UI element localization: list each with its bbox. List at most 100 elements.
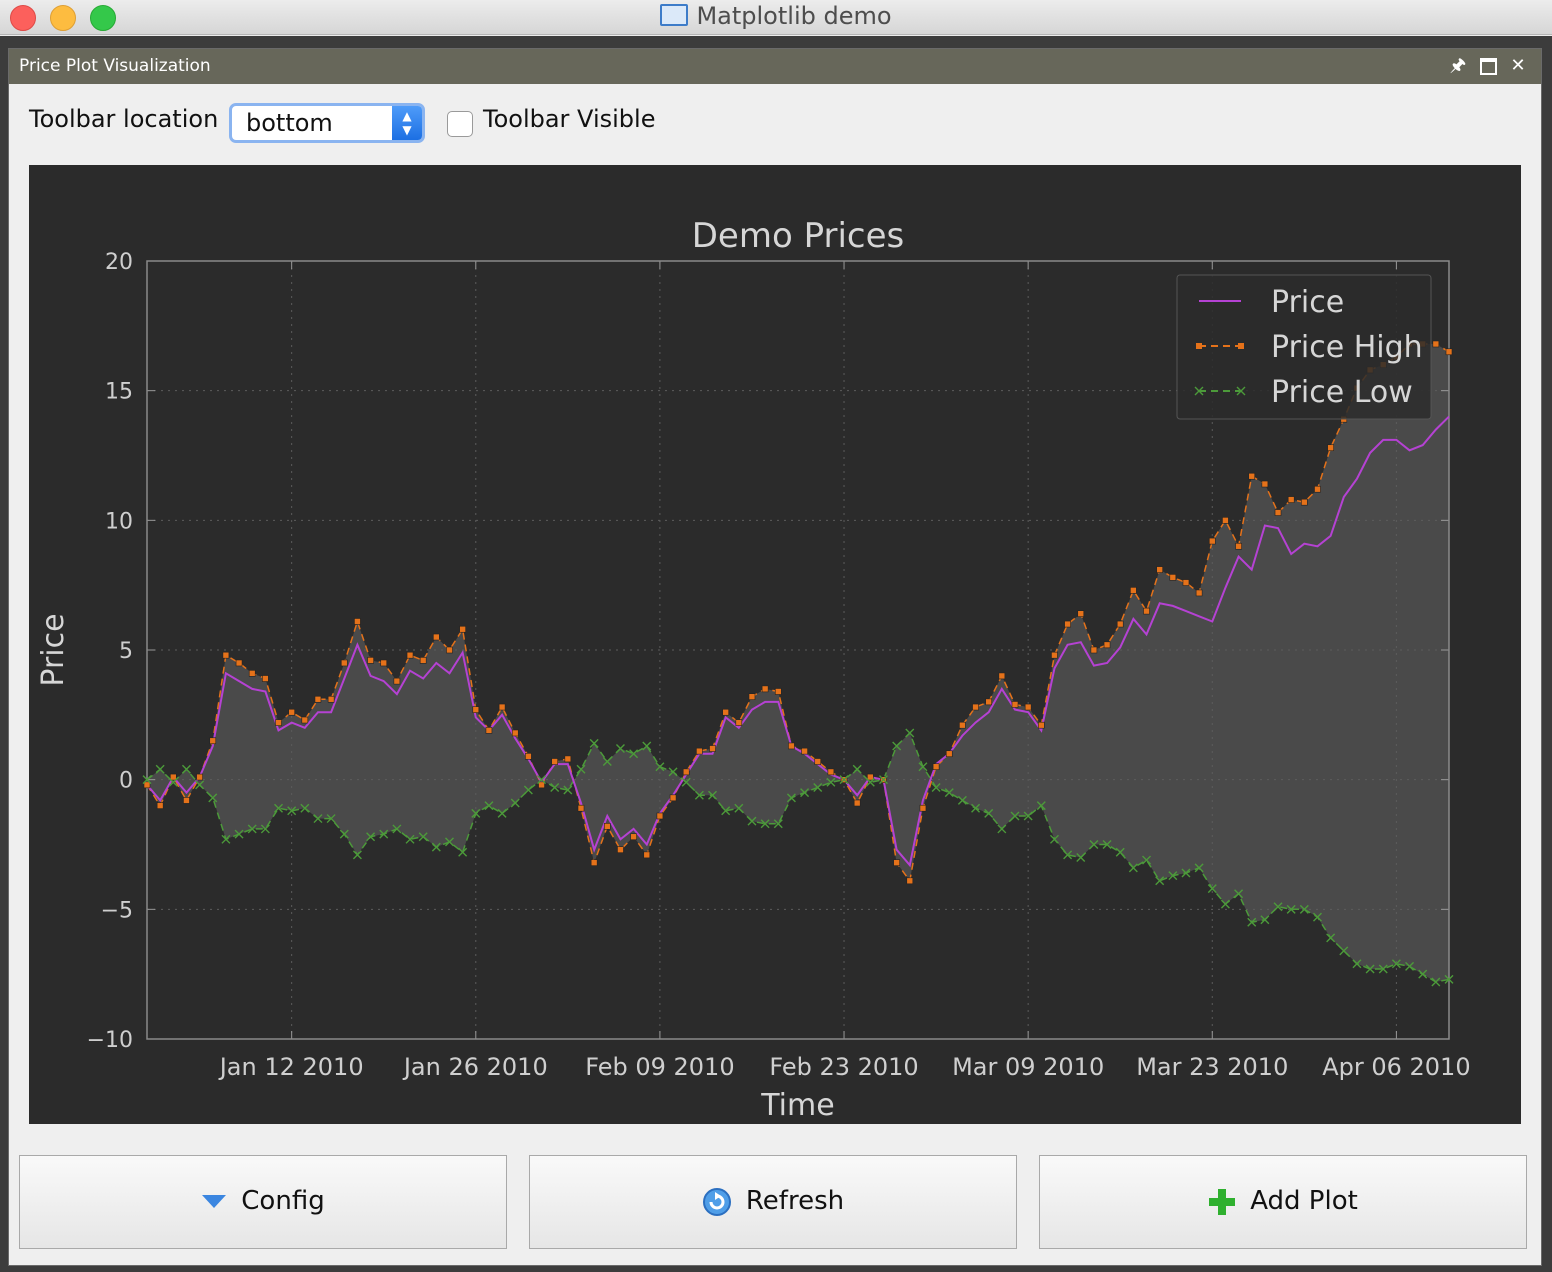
price-high-point <box>248 670 256 677</box>
minimize-window-button[interactable] <box>50 5 76 31</box>
y-tick-label: 5 <box>119 639 133 664</box>
legend-marker <box>1236 386 1246 396</box>
price-high-point <box>1445 348 1453 356</box>
price-low-point <box>694 790 704 800</box>
y-tick-label: −5 <box>101 898 133 923</box>
x-tick-label: Mar 09 2010 <box>952 1053 1104 1081</box>
price-low-point <box>615 744 625 754</box>
price-low-point <box>1378 964 1388 974</box>
price-low-point <box>1010 811 1020 821</box>
price-high-point <box>1287 496 1295 503</box>
price-high-point <box>380 659 388 667</box>
price-high-point <box>511 729 519 737</box>
price-low-point <box>1036 801 1046 811</box>
price-low-point <box>497 808 507 818</box>
float-dock-button[interactable] <box>1475 53 1501 79</box>
price-high-point <box>1143 607 1150 615</box>
window-titlebar: Matplotlib demo <box>0 0 1552 35</box>
price-high-point <box>853 799 861 807</box>
y-tick-label: 15 <box>105 380 133 405</box>
plot-canvas[interactable]: −10 −5 0 5 10 15 20 Jan 12 2010 Jan 26 2010 Feb 0… <box>29 165 1521 1124</box>
price-high-point <box>998 672 1006 680</box>
price-high-point <box>538 781 545 789</box>
price-low-point <box>234 829 244 839</box>
maximize-icon <box>1479 57 1497 75</box>
price-low-point <box>957 795 967 805</box>
price-high-point <box>1024 703 1032 711</box>
price-high-point <box>945 750 953 758</box>
price-high-point <box>183 797 190 804</box>
price-high-point <box>617 846 624 853</box>
dock-titlebar[interactable]: Price Plot Visualization 🖈 ✕ <box>9 49 1541 84</box>
price-low-point <box>287 806 297 816</box>
toolbar-location-select[interactable]: bottom ▲ ▼ <box>229 103 425 143</box>
price-high-point <box>419 657 427 664</box>
toolbar-visible-checkbox[interactable] <box>447 111 473 137</box>
price-high-point <box>301 716 309 724</box>
price-low-point <box>1391 959 1401 969</box>
legend-marker <box>1196 343 1202 349</box>
price-high-point <box>327 695 335 703</box>
toolbar-visible-label[interactable]: Toolbar Visible <box>483 105 656 133</box>
price-low-point <box>313 814 323 824</box>
price-low-point <box>826 777 836 787</box>
price-low-point <box>721 806 731 816</box>
price-high-point <box>1090 646 1098 654</box>
price-low-point <box>642 741 652 751</box>
high-low-fill-area <box>147 344 1449 982</box>
refresh-button[interactable]: Refresh <box>529 1155 1017 1249</box>
price-low-point <box>1049 834 1059 844</box>
price-high-point <box>459 625 466 633</box>
maximize-window-button[interactable] <box>90 5 116 31</box>
plus-icon <box>1209 1188 1236 1215</box>
price-low-point <box>431 842 441 852</box>
price-low-point <box>668 767 678 777</box>
price-low-point <box>708 790 718 800</box>
pin-icon[interactable]: 🖈 <box>1449 55 1467 76</box>
price-low-point <box>1142 855 1152 865</box>
price-low-point <box>905 728 915 738</box>
price-low-point <box>1181 868 1191 878</box>
price-low-point <box>1102 840 1112 849</box>
chevron-down-icon <box>202 1194 227 1208</box>
price-low-point <box>1155 876 1165 886</box>
price-high-point <box>1222 517 1229 524</box>
window-title-bar-text: Matplotlib demo <box>0 0 1552 32</box>
close-icon: ✕ <box>1510 55 1526 76</box>
price-high-point <box>498 703 506 711</box>
refresh-button-label: Refresh <box>745 1186 845 1216</box>
x-tick-label: Mar 23 2010 <box>1136 1053 1288 1081</box>
price-low-point <box>971 803 981 813</box>
price-low-point <box>1418 969 1428 979</box>
price-high-point <box>656 812 664 820</box>
price-low-point <box>944 788 954 798</box>
price-high-point <box>446 646 453 654</box>
price-high-point <box>748 693 756 700</box>
price-high-point <box>1182 579 1190 586</box>
price-low-point <box>918 762 928 772</box>
x-axis-label: Time <box>760 1088 834 1123</box>
price-high-point <box>1011 701 1019 708</box>
price-low-point <box>155 764 165 774</box>
toolbar-controls: Toolbar location bottom ▲ ▼ Toolbar Visib… <box>9 99 1541 149</box>
close-window-button[interactable] <box>10 5 36 31</box>
price-high-point <box>1274 509 1282 516</box>
price-low-point <box>931 782 941 792</box>
price-high-point <box>1432 340 1440 348</box>
price-high-point <box>669 794 677 802</box>
price-low-point <box>352 850 362 860</box>
price-high-point <box>1327 444 1334 452</box>
price-high-point <box>1130 587 1137 594</box>
price-high-point <box>814 758 822 765</box>
price-high-point <box>551 758 558 765</box>
price-low-point <box>1299 904 1309 914</box>
y-axis-label: Price <box>36 613 71 686</box>
config-button[interactable]: Config <box>19 1155 507 1249</box>
price-low-point <box>602 757 612 767</box>
price-high-point <box>893 859 900 866</box>
price-low-point <box>1312 912 1322 922</box>
close-dock-button[interactable]: ✕ <box>1505 53 1531 79</box>
add-plot-button[interactable]: Add Plot <box>1039 1155 1527 1249</box>
price-low-point <box>142 775 152 785</box>
price-low-point <box>747 816 757 826</box>
